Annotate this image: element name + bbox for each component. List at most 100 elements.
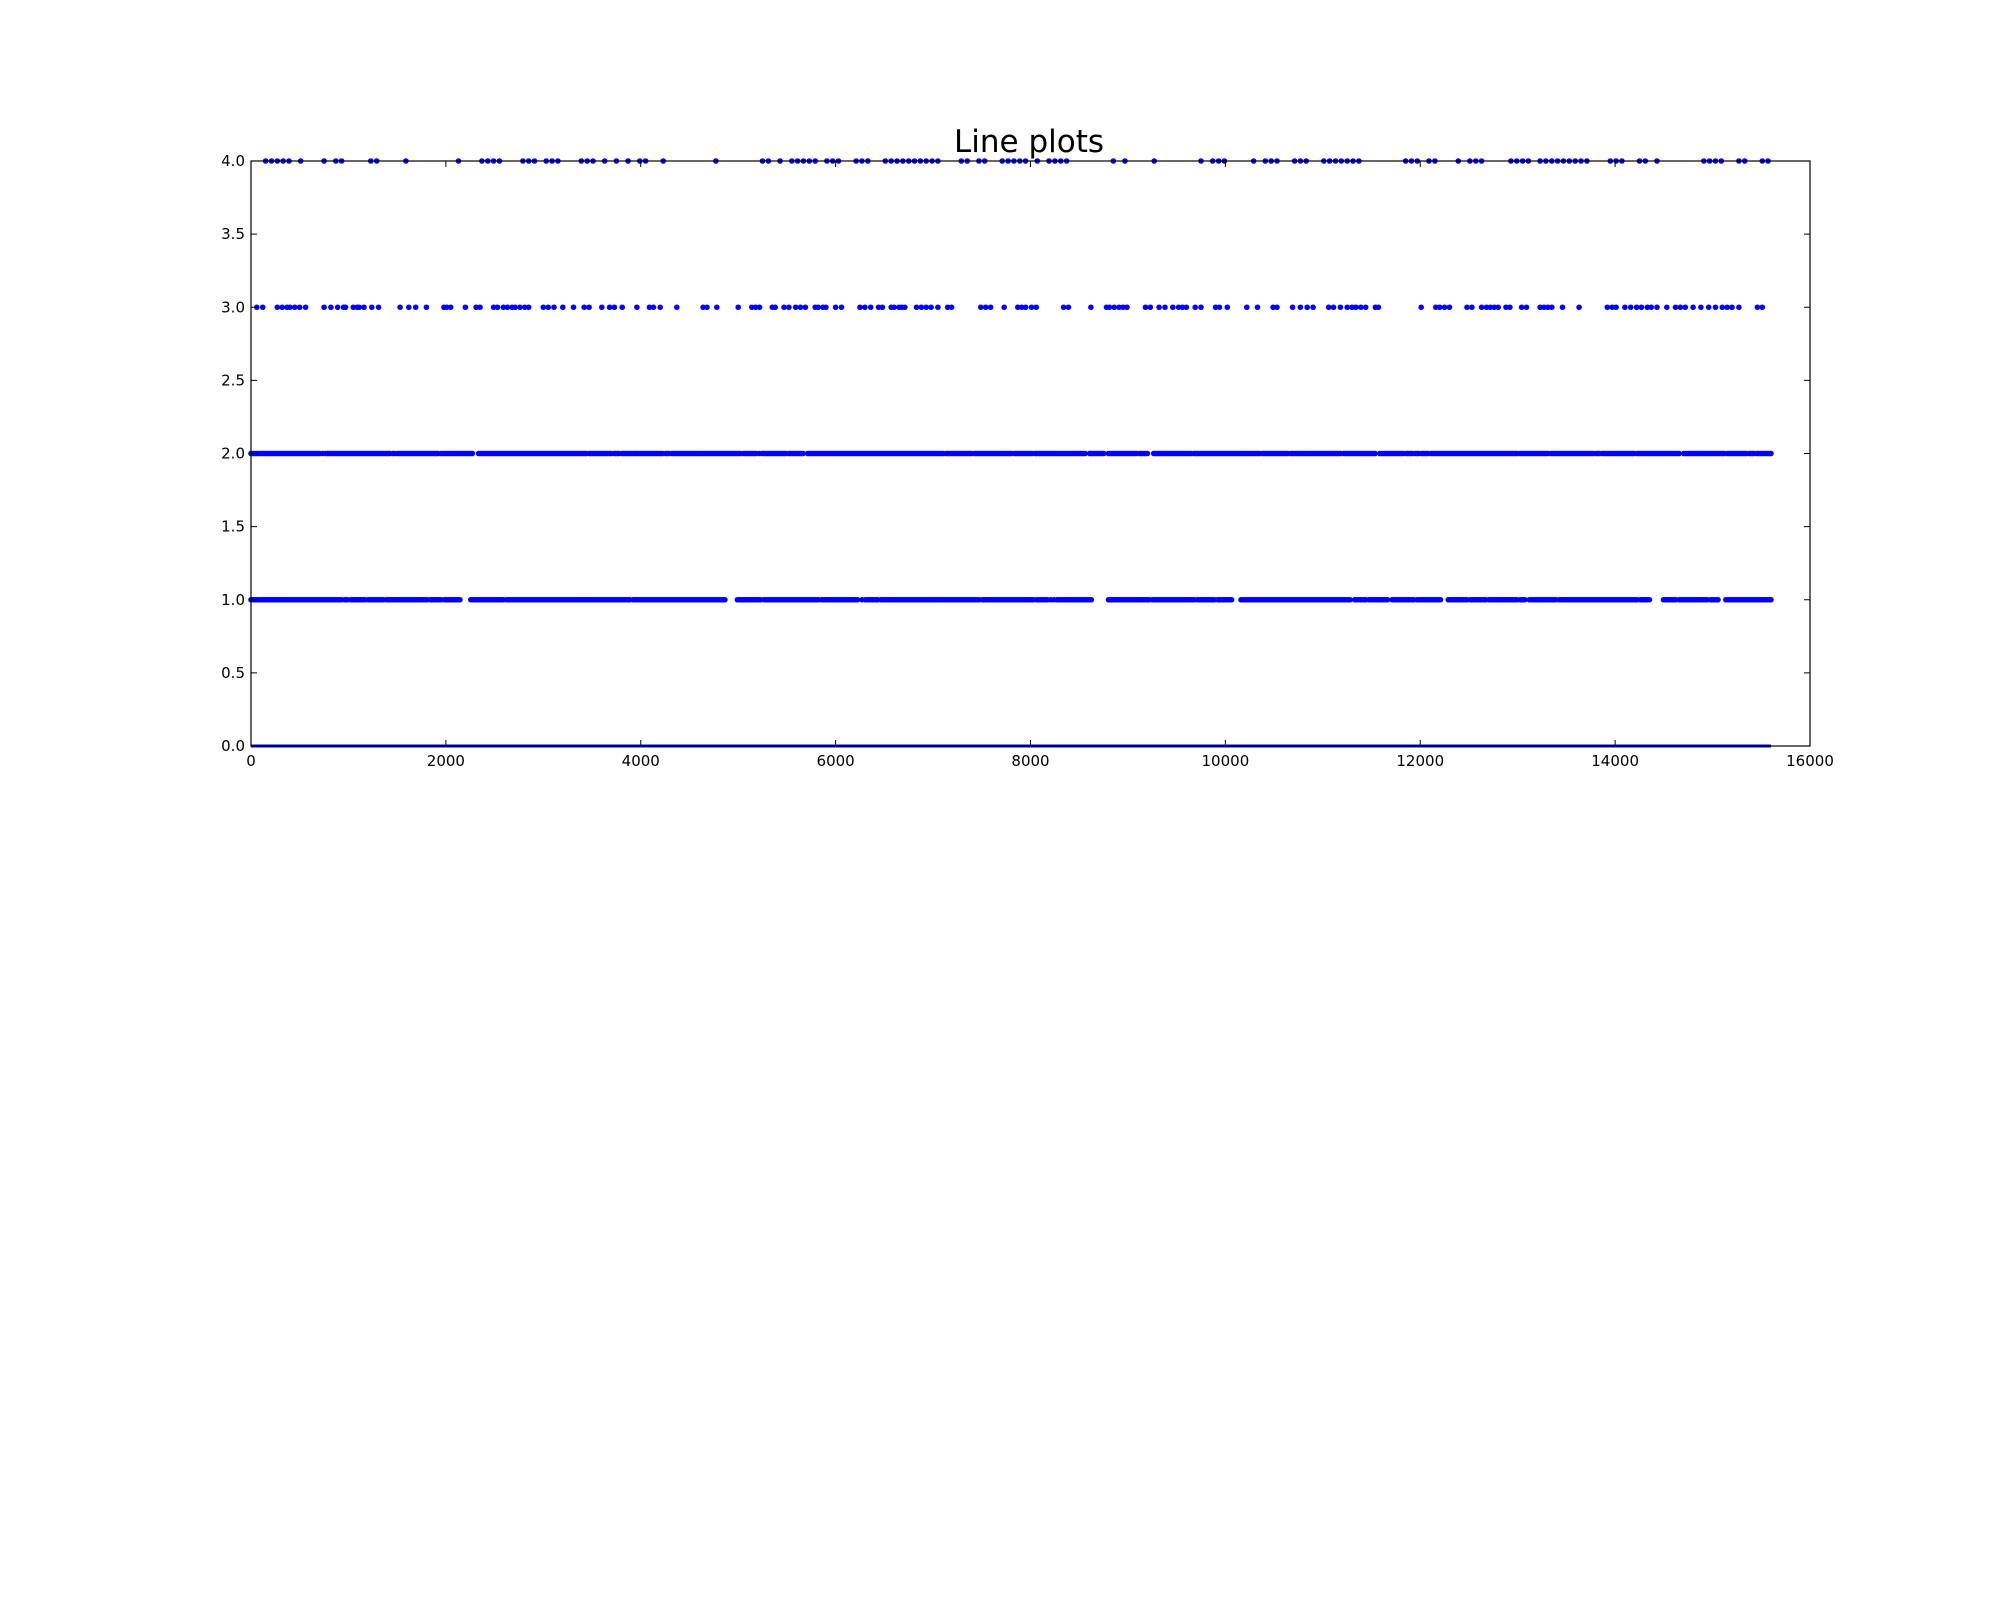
- data-point: [1310, 304, 1316, 311]
- y-tick-label: 4.0: [221, 152, 245, 170]
- data-point: [1111, 304, 1118, 311]
- data-point: [913, 304, 920, 311]
- data-point: [1559, 304, 1566, 311]
- data-point: [1736, 304, 1742, 311]
- data-point: [1446, 304, 1453, 311]
- data-point: [1082, 450, 1088, 457]
- x-tick-label: 10000: [1202, 752, 1250, 770]
- data-point: [714, 304, 720, 311]
- data-point: [259, 304, 266, 311]
- data-point: [823, 304, 829, 311]
- data-point: [586, 304, 592, 311]
- data-point: [1644, 304, 1651, 311]
- data-point: [1627, 304, 1634, 311]
- data-point: [891, 304, 897, 311]
- data-point: [674, 304, 680, 311]
- y-tick-label: 3.0: [221, 298, 245, 316]
- data-point: [1487, 304, 1494, 311]
- data-point: [735, 304, 741, 311]
- data-point: [1274, 304, 1280, 311]
- data-point: [875, 304, 882, 311]
- data-point: [838, 304, 845, 311]
- data-point: [287, 304, 293, 311]
- data-point: [1537, 304, 1543, 311]
- data-point: [1676, 450, 1682, 457]
- data-point: [540, 304, 547, 311]
- data-point: [935, 304, 941, 311]
- data-point: [704, 304, 710, 311]
- data-point: [1698, 304, 1704, 311]
- data-point: [1464, 304, 1470, 311]
- data-point: [752, 304, 759, 311]
- data-point: [1418, 304, 1424, 311]
- data-point: [749, 304, 755, 311]
- data-point: [1018, 304, 1025, 311]
- data-point: [1483, 304, 1490, 311]
- x-tick-label: 12000: [1396, 752, 1444, 770]
- data-point: [1337, 304, 1344, 311]
- data-point: [611, 304, 618, 311]
- y-axis: 0.0 0.5 1.0 1.5 2.0 2.5 3.0 3.5 4.0: [221, 152, 1810, 755]
- data-point: [1362, 304, 1369, 311]
- data-point: [1358, 304, 1364, 311]
- data-point: [1088, 596, 1095, 603]
- data-point: [1028, 304, 1035, 311]
- y-tick-label: 0.5: [221, 664, 245, 682]
- data-point: [802, 304, 809, 311]
- data-point: [854, 596, 861, 603]
- data-point: [1144, 450, 1151, 457]
- data-point: [1672, 304, 1679, 311]
- data-point: [599, 304, 605, 311]
- data-point: [1060, 304, 1067, 311]
- data-point: [1712, 304, 1719, 311]
- data-point: [1729, 304, 1735, 311]
- data-point: [657, 304, 663, 311]
- data-point: [1759, 304, 1766, 311]
- data-point: [1521, 596, 1528, 603]
- data-point: [944, 304, 951, 311]
- data-point: [274, 304, 281, 311]
- data-point: [1433, 304, 1439, 311]
- data-point: [412, 304, 419, 311]
- x-tick-label: 4000: [622, 752, 660, 770]
- data-point: [1224, 304, 1231, 311]
- data-point: [328, 304, 334, 311]
- series-level-1: [248, 596, 1774, 603]
- x-tick-label: 6000: [817, 752, 855, 770]
- data-point: [948, 304, 955, 311]
- y-tick-label: 2.0: [221, 445, 245, 463]
- data-point: [1244, 304, 1250, 311]
- data-point: [606, 304, 613, 311]
- data-point: [1353, 304, 1359, 311]
- data-point: [1613, 304, 1619, 311]
- data-point: [525, 304, 532, 311]
- data-point: [1216, 304, 1223, 311]
- data-point: [397, 304, 403, 311]
- data-point: [722, 596, 728, 603]
- data-point: [1192, 304, 1198, 311]
- data-point: [1495, 304, 1501, 311]
- data-point: [1715, 596, 1721, 603]
- data-point: [1576, 304, 1582, 311]
- data-point: [1549, 304, 1555, 311]
- data-point: [1175, 304, 1182, 311]
- data-point: [1724, 304, 1730, 311]
- data-point: [1518, 304, 1525, 311]
- data-point: [473, 304, 479, 311]
- data-point: [978, 304, 984, 311]
- data-point: [423, 304, 430, 311]
- data-point: [1478, 304, 1485, 311]
- data-point: [650, 304, 657, 311]
- data-point: [918, 304, 925, 311]
- data-point: [792, 304, 799, 311]
- data-point: [1270, 304, 1276, 311]
- data-point: [1065, 304, 1072, 311]
- data-point: [1638, 304, 1645, 311]
- data-point: [334, 304, 341, 311]
- data-point: [1682, 304, 1689, 311]
- data-point: [772, 304, 778, 311]
- data-point: [1768, 450, 1774, 457]
- data-point: [350, 304, 357, 311]
- data-point: [1015, 304, 1021, 311]
